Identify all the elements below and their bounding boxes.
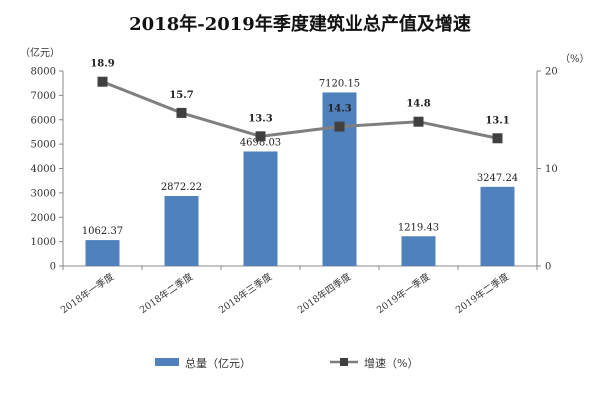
bar-value-label: 3247.24 [477, 173, 518, 184]
line-point [413, 116, 424, 127]
category-label: 2018年四季度 [295, 270, 353, 316]
bar [85, 240, 120, 266]
growth-line [101, 80, 498, 140]
category-label: 2019年一季度 [374, 270, 432, 316]
left-tick-label: 5000 [31, 140, 56, 151]
left-tick-label: 6000 [31, 115, 56, 126]
line-point [492, 133, 503, 144]
legend-bar-label: 总量（亿元） [185, 356, 251, 370]
chart-title: 2018年-2019年季度建筑业总产值及增速 [129, 13, 471, 35]
bar-value-label: 4698.03 [240, 137, 281, 148]
line-point [97, 76, 108, 87]
right-tick-label: 0 [545, 262, 551, 273]
legend-line-label: 增速（%） [364, 356, 418, 370]
bar [401, 236, 436, 266]
line-value-label: 13.3 [248, 113, 272, 124]
left-tick-label: 4000 [31, 164, 56, 175]
category-label: 2018年二季度 [137, 270, 195, 316]
right-tick-label: 20 [545, 67, 558, 78]
bar [243, 151, 278, 266]
line-value-label: 14.8 [406, 99, 430, 110]
category-label: 2018年三季度 [216, 270, 274, 316]
bar-value-label: 2872.22 [161, 182, 202, 193]
bar-series: 1062.37 2872.22 4698.03 7120.15 1219.43 3247.… [82, 78, 518, 266]
left-axis-unit: （亿元） [20, 46, 60, 59]
legend: 总量（亿元） 增速（%） [155, 356, 418, 370]
right-tick-label: 10 [545, 164, 558, 175]
line-value-label: 13.1 [485, 115, 509, 126]
category-label: 2019年二季度 [453, 270, 511, 316]
line-value-label: 15.7 [169, 90, 193, 101]
left-tick-label: 2000 [31, 213, 56, 224]
bar [322, 92, 357, 266]
line-point [255, 131, 266, 142]
line-series: 18.9 15.7 13.3 14.3 14.8 13.1 [90, 59, 510, 144]
bar-value-label: 7120.15 [319, 78, 360, 89]
line-value-label: 14.3 [327, 104, 351, 115]
category-label: 2018年一季度 [58, 270, 116, 316]
line-point [176, 107, 187, 118]
category-labels: 2018年一季度 2018年二季度 2018年三季度 2018年四季度 2019年一季度… [58, 270, 511, 316]
legend-line-marker [340, 358, 348, 366]
left-tick-label: 0 [50, 262, 56, 273]
left-tick-label: 8000 [31, 67, 56, 78]
bar [480, 186, 515, 266]
line-point [334, 121, 345, 132]
bar-value-label: 1062.37 [82, 226, 123, 237]
axes: 0 1000 2000 3000 4000 5000 6000 7000 8000 0 10 20 [31, 67, 558, 273]
left-tick-label: 1000 [31, 237, 56, 248]
right-axis-unit: （%） [560, 53, 590, 65]
line-value-label: 18.9 [90, 59, 114, 70]
bar [164, 195, 199, 266]
left-tick-label: 3000 [31, 188, 56, 199]
bar-value-label: 1219.43 [398, 222, 439, 233]
legend-bar-swatch [155, 358, 179, 366]
left-tick-label: 7000 [31, 91, 56, 102]
